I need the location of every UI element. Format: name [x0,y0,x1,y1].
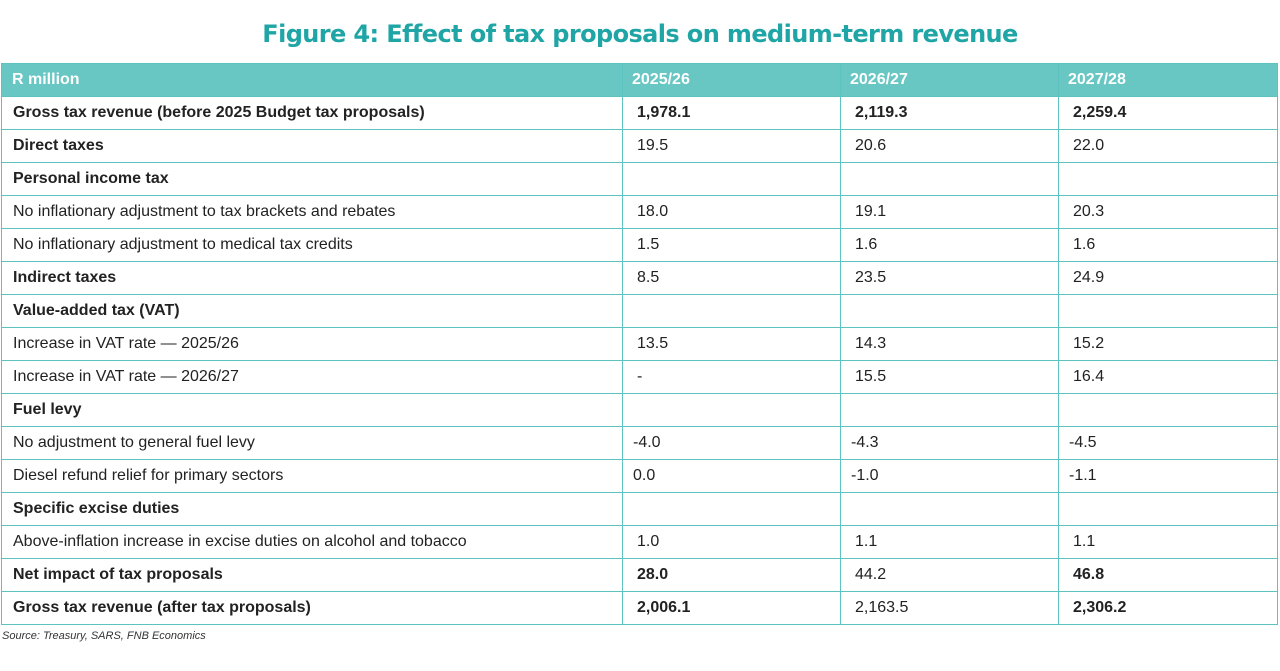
cell-2025-26: 1.5 [622,228,841,262]
header-label: R million [1,63,623,97]
row-label: Personal income tax [1,162,623,196]
row-label: No inflationary adjustment to medical ta… [1,228,623,262]
cell-2026-27: 44.2 [840,558,1059,592]
table-row: Value-added tax (VAT) [1,294,1278,328]
cell-2027-28 [1058,162,1278,196]
cell-2026-27 [840,393,1059,427]
cell-2027-28: 1.6 [1058,228,1278,262]
cell-2026-27: 15.5 [840,360,1059,394]
cell-2025-26: 0.0 [622,459,841,493]
cell-2027-28: 46.8 [1058,558,1278,592]
table-row: No inflationary adjustment to medical ta… [1,228,1278,262]
table-row: Gross tax revenue (before 2025 Budget ta… [1,96,1278,130]
cell-2027-28: 2,259.4 [1058,96,1278,130]
cell-2026-27: 1.1 [840,525,1059,559]
cell-2026-27 [840,492,1059,526]
cell-2025-26: 1.0 [622,525,841,559]
row-label: Fuel levy [1,393,623,427]
row-label: Gross tax revenue (before 2025 Budget ta… [1,96,623,130]
table-row: Increase in VAT rate — 2026/27 - 15.5 16… [1,360,1278,394]
cell-2025-26: 2,006.1 [622,591,841,625]
row-label: Gross tax revenue (after tax proposals) [1,591,623,625]
table-row: Personal income tax [1,162,1278,196]
cell-2025-26: 19.5 [622,129,841,163]
cell-2026-27: 20.6 [840,129,1059,163]
cell-2026-27: 14.3 [840,327,1059,361]
cell-2026-27 [840,162,1059,196]
cell-2026-27: 23.5 [840,261,1059,295]
row-label: Increase in VAT rate — 2026/27 [1,360,623,394]
cell-2025-26: 1,978.1 [622,96,841,130]
cell-2025-26: 18.0 [622,195,841,229]
source-note: Source: Treasury, SARS, FNB Economics [2,630,206,642]
cell-2026-27: 2,163.5 [840,591,1059,625]
header-2026-27: 2026/27 [840,63,1059,97]
tax-proposals-table: R million 2025/26 2026/27 2027/28 Gross … [1,63,1278,625]
cell-2027-28: 20.3 [1058,195,1278,229]
cell-2027-28: 22.0 [1058,129,1278,163]
cell-2027-28: -4.5 [1058,426,1278,460]
row-label: Specific excise duties [1,492,623,526]
cell-2026-27: 19.1 [840,195,1059,229]
row-label: Indirect taxes [1,261,623,295]
table-row: Gross tax revenue (after tax proposals) … [1,591,1278,625]
table-row: Indirect taxes 8.5 23.5 24.9 [1,261,1278,295]
header-2027-28: 2027/28 [1058,63,1278,97]
row-label: Value-added tax (VAT) [1,294,623,328]
table-row: No adjustment to general fuel levy -4.0 … [1,426,1278,460]
figure-title: Figure 4: Effect of tax proposals on med… [262,20,1018,48]
cell-2026-27: -1.0 [840,459,1059,493]
table-row: No inflationary adjustment to tax bracke… [1,195,1278,229]
row-label: No inflationary adjustment to tax bracke… [1,195,623,229]
cell-2026-27: 2,119.3 [840,96,1059,130]
cell-2025-26 [622,492,841,526]
cell-2025-26: 8.5 [622,261,841,295]
cell-2027-28 [1058,492,1278,526]
cell-2025-26: 13.5 [622,327,841,361]
table-row: Direct taxes 19.5 20.6 22.0 [1,129,1278,163]
cell-2027-28 [1058,393,1278,427]
cell-2027-28: 1.1 [1058,525,1278,559]
table-row: Diesel refund relief for primary sectors… [1,459,1278,493]
cell-2025-26 [622,393,841,427]
cell-2027-28: 2,306.2 [1058,591,1278,625]
table-row: Fuel levy [1,393,1278,427]
row-label: No adjustment to general fuel levy [1,426,623,460]
cell-2025-26: 28.0 [622,558,841,592]
cell-2025-26 [622,294,841,328]
table-row: Net impact of tax proposals 28.0 44.2 46… [1,558,1278,592]
cell-2027-28 [1058,294,1278,328]
cell-2026-27: 1.6 [840,228,1059,262]
cell-2027-28: 15.2 [1058,327,1278,361]
cell-2025-26: -4.0 [622,426,841,460]
table-row: Above-inflation increase in excise dutie… [1,525,1278,559]
cell-2025-26: - [622,360,841,394]
cell-2027-28: -1.1 [1058,459,1278,493]
row-label: Increase in VAT rate — 2025/26 [1,327,623,361]
cell-2027-28: 16.4 [1058,360,1278,394]
table-row: Specific excise duties [1,492,1278,526]
row-label: Direct taxes [1,129,623,163]
header-2025-26: 2025/26 [622,63,841,97]
header-row: R million 2025/26 2026/27 2027/28 [1,63,1278,97]
row-label: Diesel refund relief for primary sectors [1,459,623,493]
row-label: Net impact of tax proposals [1,558,623,592]
cell-2026-27 [840,294,1059,328]
row-label: Above-inflation increase in excise dutie… [1,525,623,559]
cell-2026-27: -4.3 [840,426,1059,460]
table-row: Increase in VAT rate — 2025/26 13.5 14.3… [1,327,1278,361]
cell-2025-26 [622,162,841,196]
cell-2027-28: 24.9 [1058,261,1278,295]
